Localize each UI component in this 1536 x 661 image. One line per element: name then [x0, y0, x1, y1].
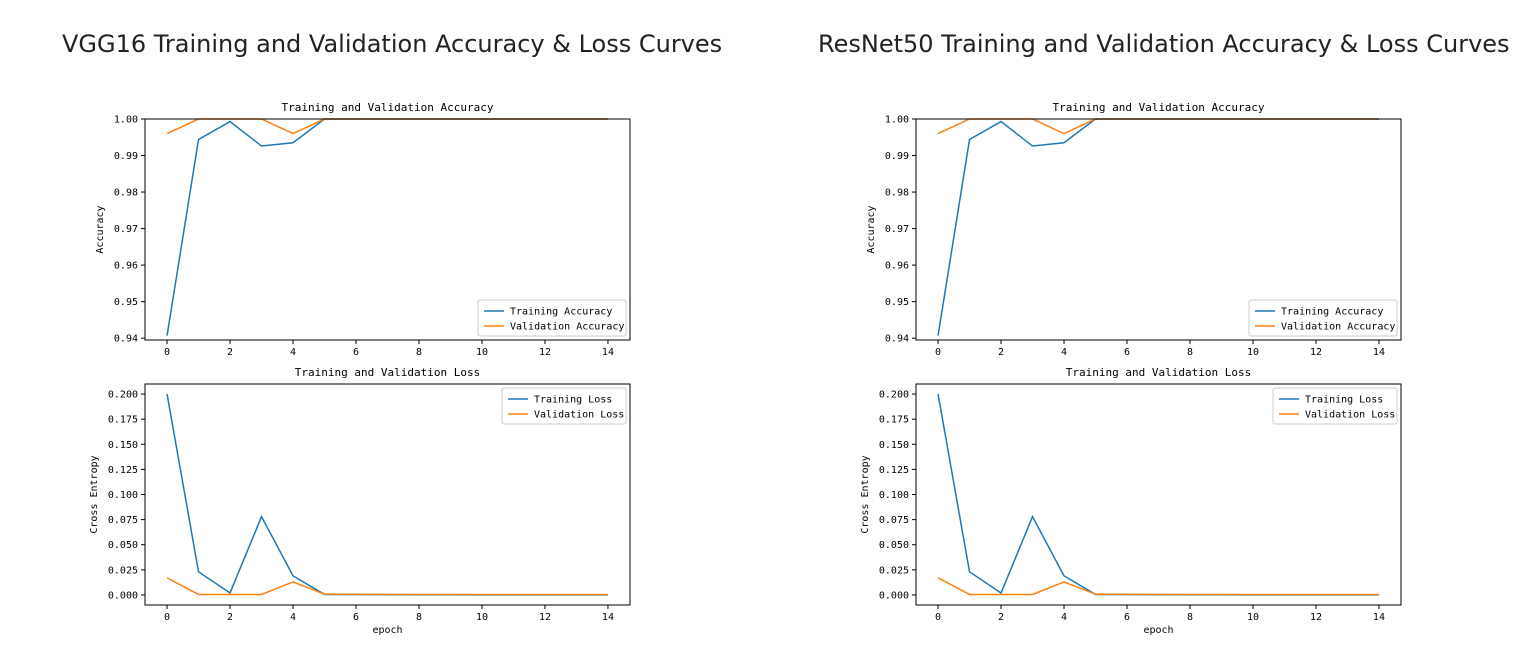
- vgg16-loss-ytick-label: 0.050: [108, 540, 138, 551]
- resnet50-loss-xtick-label: 12: [1310, 612, 1322, 623]
- resnet50-loss-xtick-label: 6: [1124, 612, 1130, 623]
- vgg16-loss-ytick-label: 0.025: [108, 565, 138, 576]
- resnet50-loss-xtick-label: 8: [1187, 612, 1193, 623]
- resnet50-loss-xtick-label: 2: [998, 612, 1004, 623]
- resnet50-accuracy-xtick-label: 14: [1373, 347, 1385, 358]
- resnet50-accuracy-xtick-label: 4: [1061, 347, 1067, 358]
- vgg16-loss-ytick-label: 0.175: [108, 415, 138, 426]
- resnet50-accuracy-ytick-label: 0.95: [885, 297, 909, 308]
- resnet50-loss-xtick-label: 14: [1373, 612, 1385, 623]
- resnet50-loss-xtick-label: 10: [1247, 612, 1259, 623]
- vgg16-loss-xtick-label: 6: [353, 612, 359, 623]
- resnet50-loss-ytick-label: 0.050: [879, 540, 909, 551]
- vgg16-figure-title: VGG16 Training and Validation Accuracy &…: [62, 30, 723, 58]
- vgg16-accuracy-ytick-label: 0.97: [114, 224, 138, 235]
- resnet50-loss-series-validation-line: [937, 577, 1379, 596]
- vgg16-loss-ytick-label: 0.125: [108, 465, 138, 476]
- vgg16-loss-xtick-label: 10: [476, 612, 488, 623]
- resnet50-accuracy-legend-box: [1248, 299, 1398, 337]
- vgg16-loss-ytick-label: 0.200: [108, 390, 138, 401]
- vgg16-loss-ytick-label: 0.075: [108, 515, 138, 526]
- resnet50-accuracy-ylabel: Accuracy: [866, 205, 877, 253]
- vgg16-loss-chart-title: Training and Validation Loss: [295, 366, 480, 379]
- vgg16-accuracy-ytick-label: 0.95: [114, 297, 138, 308]
- resnet50-accuracy-ytick-label: 0.98: [885, 188, 909, 199]
- vgg16-loss-xtick-label: 8: [416, 612, 422, 623]
- vgg16-loss-xtick-label: 12: [539, 612, 551, 623]
- vgg16-accuracy-xtick-label: 8: [416, 347, 422, 358]
- vgg16-loss-ytick-label: 0.000: [108, 590, 138, 601]
- vgg16-accuracy-ylabel: Accuracy: [95, 205, 106, 253]
- resnet50-accuracy-legend-label-training: Training Accuracy: [1281, 307, 1383, 318]
- vgg16-accuracy-xtick-label: 10: [476, 347, 488, 358]
- resnet50-accuracy-xtick-label: 10: [1247, 347, 1259, 358]
- resnet50-loss-ytick-label: 0.075: [879, 515, 909, 526]
- resnet50-accuracy-axes-frame: [915, 118, 1402, 341]
- resnet50-loss-ytick-label: 0.025: [879, 565, 909, 576]
- vgg16-accuracy-ytick-label: 1.00: [114, 115, 138, 126]
- vgg16-accuracy-legend-label-validation: Validation Accuracy: [510, 322, 624, 333]
- resnet50-loss-ytick-label: 0.175: [879, 415, 909, 426]
- resnet50-loss-ytick-label: 0.125: [879, 465, 909, 476]
- vgg16-loss-ytick-label: 0.150: [108, 440, 138, 451]
- resnet50-accuracy-ytick-label: 0.97: [885, 224, 909, 235]
- resnet50-accuracy-ytick-label: 0.96: [885, 261, 909, 272]
- resnet50-accuracy-ytick-label: 0.94: [885, 334, 909, 345]
- vgg16-accuracy-ytick-label: 0.99: [114, 151, 138, 162]
- resnet50-accuracy-xtick-label: 12: [1310, 347, 1322, 358]
- vgg16-accuracy-xtick-label: 2: [227, 347, 233, 358]
- resnet50-accuracy-xtick-label: 2: [998, 347, 1004, 358]
- vgg16-loss-series-validation-line: [166, 577, 608, 596]
- resnet50-loss-xlabel: epoch: [1143, 625, 1173, 636]
- vgg16-loss-xtick-label: 4: [290, 612, 296, 623]
- vgg16-accuracy-xtick-label: 0: [164, 347, 170, 358]
- resnet50-loss-xtick-label: 0: [935, 612, 941, 623]
- vgg16-accuracy-xtick-label: 12: [539, 347, 551, 358]
- resnet50-accuracy-chart-title: Training and Validation Accuracy: [1053, 101, 1265, 114]
- resnet50-loss-xtick-label: 4: [1061, 612, 1067, 623]
- vgg16-loss-xtick-label: 14: [602, 612, 614, 623]
- vgg16-loss-legend-box: [501, 387, 627, 425]
- vgg16-accuracy-ytick-label: 0.96: [114, 261, 138, 272]
- vgg16-loss-legend-label-validation: Validation Loss: [534, 410, 624, 421]
- resnet50-loss-legend-label-training: Training Loss: [1305, 395, 1383, 406]
- vgg16-accuracy-ytick-label: 0.98: [114, 188, 138, 199]
- vgg16-loss-xtick-label: 0: [164, 612, 170, 623]
- resnet50-loss-legend-label-validation: Validation Loss: [1305, 410, 1395, 421]
- resnet50-figure-title: ResNet50 Training and Validation Accurac…: [818, 30, 1510, 58]
- resnet50-accuracy-legend-label-validation: Validation Accuracy: [1281, 322, 1395, 333]
- resnet50-accuracy-ytick-label: 0.99: [885, 151, 909, 162]
- vgg16-accuracy-ytick-label: 0.94: [114, 334, 138, 345]
- resnet50-loss-legend-box: [1272, 387, 1398, 425]
- resnet50-accuracy-series-validation-line: [937, 118, 1379, 135]
- vgg16-loss-legend-label-training: Training Loss: [534, 395, 612, 406]
- resnet50-loss-chart-title: Training and Validation Loss: [1066, 366, 1251, 379]
- resnet50-accuracy-xtick-label: 6: [1124, 347, 1130, 358]
- vgg16-accuracy-xtick-label: 6: [353, 347, 359, 358]
- vgg16-loss-xlabel: epoch: [372, 625, 402, 636]
- resnet50-loss-ytick-label: 0.100: [879, 490, 909, 501]
- vgg16-accuracy-legend-label-training: Training Accuracy: [510, 307, 612, 318]
- vgg16-loss-ylabel: Cross Entropy: [89, 455, 100, 533]
- resnet50-loss-ylabel: Cross Entropy: [860, 455, 871, 533]
- vgg16-loss-ytick-label: 0.100: [108, 490, 138, 501]
- vgg16-accuracy-xtick-label: 4: [290, 347, 296, 358]
- resnet50-accuracy-ytick-label: 1.00: [885, 115, 909, 126]
- resnet50-accuracy-xtick-label: 8: [1187, 347, 1193, 358]
- vgg16-accuracy-chart-title: Training and Validation Accuracy: [282, 101, 494, 114]
- resnet50-accuracy-xtick-label: 0: [935, 347, 941, 358]
- resnet50-loss-ytick-label: 0.000: [879, 590, 909, 601]
- resnet50-loss-ytick-label: 0.150: [879, 440, 909, 451]
- vgg16-accuracy-series-validation-line: [166, 118, 608, 135]
- vgg16-loss-xtick-label: 2: [227, 612, 233, 623]
- vgg16-accuracy-xtick-label: 14: [602, 347, 614, 358]
- resnet50-loss-ytick-label: 0.200: [879, 390, 909, 401]
- vgg16-accuracy-legend-box: [477, 299, 627, 337]
- vgg16-accuracy-axes-frame: [144, 118, 631, 341]
